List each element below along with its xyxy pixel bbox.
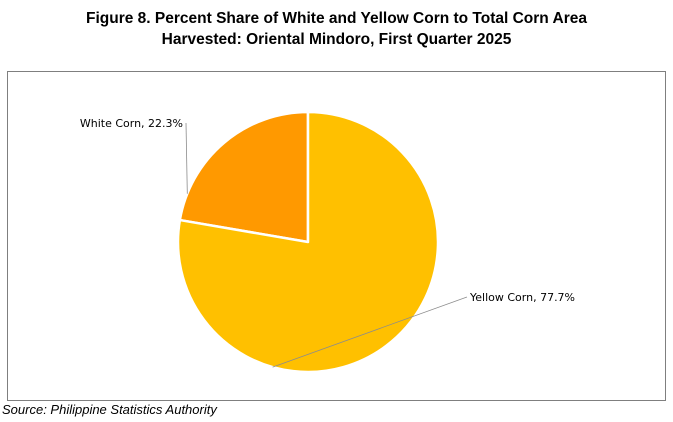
- pie-leader-lines: [185, 122, 468, 368]
- chart-title: Figure 8. Percent Share of White and Yel…: [0, 8, 673, 50]
- pie-slice-white-corn: [178, 110, 310, 244]
- chart-title-line-1: Figure 8. Percent Share of White and Yel…: [86, 10, 587, 27]
- pie-slices: [176, 110, 440, 374]
- chart-title-line-2: Harvested: Oriental Mindoro, First Quart…: [161, 31, 512, 48]
- pie-data-labels: White Corn, 22.3% Yellow Corn, 77.7%: [80, 117, 575, 304]
- data-label-yellow-corn: Yellow Corn, 77.7%: [469, 291, 575, 304]
- source-note: Source: Philippine Statistics Authority: [2, 402, 217, 417]
- leader-line-white-corn: [185, 122, 188, 194]
- leader-line-yellow-corn: [272, 296, 468, 368]
- pie-slice-yellow-corn: [176, 110, 440, 374]
- data-label-white-corn: White Corn, 22.3%: [80, 117, 183, 130]
